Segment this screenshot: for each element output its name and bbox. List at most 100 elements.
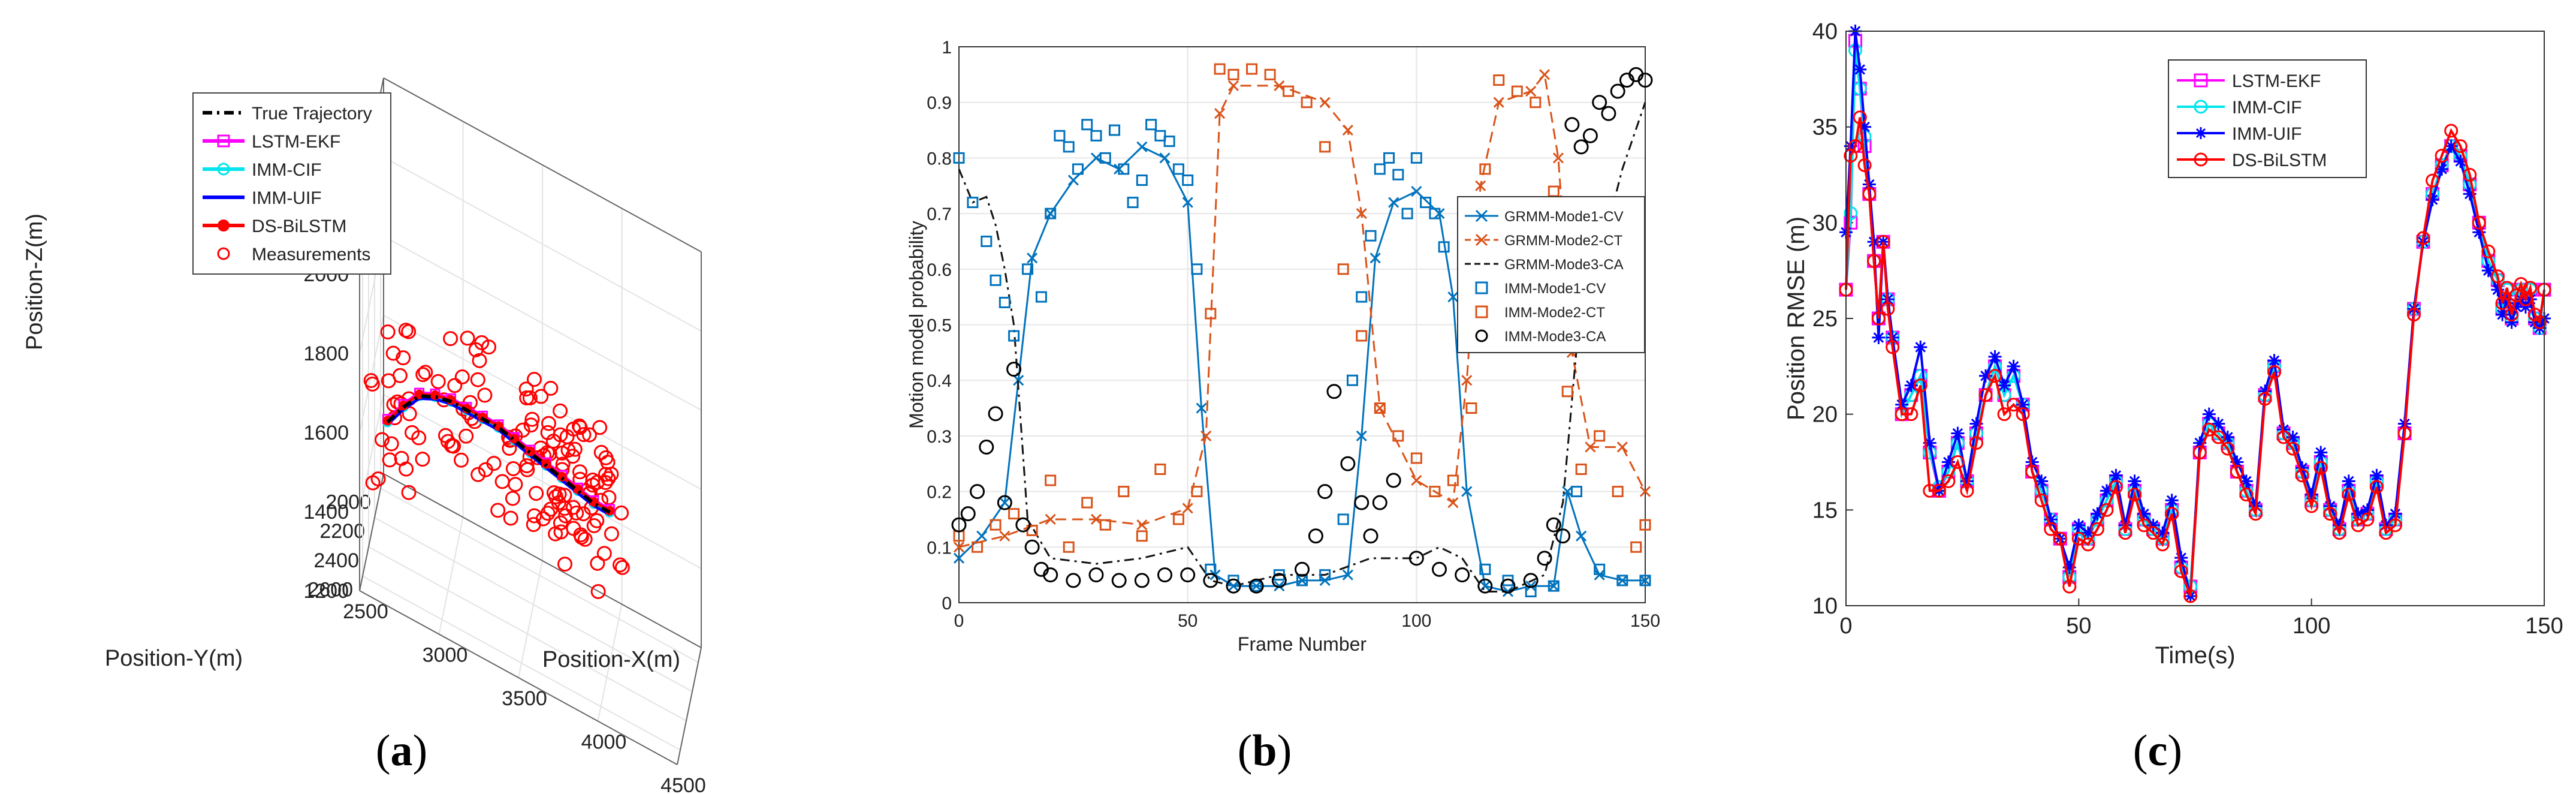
legend-item: IMM-CIF: [203, 160, 322, 180]
data-point: [1250, 580, 1262, 592]
data-point: [2495, 296, 2509, 310]
legend-b: GRMM-Mode1-CV GRMM-Mode2-CT GRMM-Mode3-CA I…: [1457, 196, 1645, 353]
data-point: [1493, 74, 1505, 86]
data-point: [2091, 507, 2104, 521]
data-point: [1090, 513, 1102, 525]
data-point: [1523, 573, 1539, 588]
data-point: [2109, 480, 2123, 494]
x-tick-label: 50: [2066, 613, 2091, 639]
y-tick-label: 1: [942, 38, 952, 58]
data-point: [1525, 86, 1537, 97]
data-point: [999, 530, 1011, 542]
data-point: [1408, 551, 1424, 566]
data-point: [1356, 430, 1367, 441]
legend-item: GRMM-Mode2-CT: [1465, 233, 1623, 249]
data-point: [2221, 441, 2235, 456]
data-point: [1319, 97, 1331, 108]
data-point: [1191, 263, 1203, 275]
measurement-point: [401, 485, 417, 500]
legend-marker: [217, 134, 230, 148]
legend-label: GRMM-Mode3-CA: [1504, 257, 1624, 273]
measurement-point: [551, 495, 566, 510]
measurement-point: [604, 526, 619, 542]
measurement-point: [477, 387, 493, 403]
data-point: [1582, 128, 1598, 143]
data-point: [1319, 569, 1331, 581]
measurement-point: [571, 418, 587, 434]
measurement-point: [382, 452, 397, 468]
measurement-point: [443, 331, 459, 347]
measurement-point: [396, 350, 411, 366]
data-point: [2202, 407, 2216, 421]
series-line: [1845, 117, 2545, 597]
legend-marker: [217, 163, 230, 176]
data-point: [1537, 551, 1552, 566]
data-point: [1539, 69, 1551, 80]
legend-item: IMM-Mode1-CV: [1475, 281, 1606, 297]
legend-marker: [1475, 305, 1488, 318]
data-point: [1461, 375, 1473, 386]
data-point: [1432, 561, 1447, 577]
series-imm-mode3-ca: [951, 67, 1653, 594]
data-point: [2505, 308, 2519, 322]
measurement-point: [518, 381, 534, 397]
data-point: [1172, 513, 1184, 525]
measurement-point: [527, 508, 542, 524]
data-point: [1342, 124, 1353, 136]
data-point: [1853, 62, 1867, 76]
series-grmm-mode3-ca: [958, 102, 1646, 593]
data-point: [988, 406, 1003, 422]
data-point: [1477, 578, 1493, 594]
measurement-point: [394, 450, 409, 466]
legend-box: [192, 92, 391, 275]
y-tick-label: 2400: [313, 549, 359, 572]
panel-a-3d-trajectory: 1200 1400 1600 1800 2000 2200 2500 3000 3500 4000…: [22, 77, 706, 794]
data-point: [2146, 518, 2160, 532]
measurement-point: [415, 452, 430, 467]
axis-box-edge: [383, 473, 702, 648]
grid-line-z: [359, 394, 384, 512]
measurement-point: [364, 376, 380, 392]
y-axis-label: Position-Y(m): [105, 646, 243, 671]
data-point: [1941, 455, 1955, 469]
measurement-point: [575, 506, 591, 522]
data-point: [1564, 117, 1580, 133]
data-point: [2416, 231, 2430, 245]
data-point: [1548, 581, 1560, 592]
y-tick-label: 35: [1812, 115, 1838, 140]
y-axis-label: Position RMSE (m): [1783, 216, 1809, 420]
measurement-point: [574, 530, 589, 545]
data-point: [2435, 162, 2449, 176]
grid-line-x: [438, 517, 464, 634]
measurement-point: [441, 434, 456, 449]
data-point: [1274, 581, 1285, 592]
measurement-point: [566, 521, 581, 536]
data-point: [1479, 163, 1491, 175]
x-tick-label: 100: [1401, 611, 1431, 631]
data-point: [1461, 486, 1473, 497]
x-tick-label: 0: [954, 611, 964, 631]
data-point: [1876, 234, 1890, 249]
y-tick-label: 0.2: [927, 483, 952, 503]
data-point: [1932, 483, 1946, 498]
x-axis-label: Frame Number: [1238, 633, 1367, 655]
data-point: [2118, 526, 2132, 540]
data-point: [1616, 441, 1628, 453]
data-point: [960, 506, 976, 522]
data-point: [2500, 281, 2514, 295]
data-point: [1326, 384, 1342, 399]
data-point: [1561, 386, 1573, 398]
measurement-point: [553, 403, 568, 419]
x-axis-label: Time(s): [2155, 642, 2235, 669]
data-point: [2221, 430, 2234, 444]
data-point: [2426, 193, 2439, 207]
measurement-point: [460, 330, 475, 346]
y-tick-label: 0.6: [927, 260, 952, 280]
data-point: [2360, 503, 2374, 517]
measurement-point: [411, 430, 427, 446]
data-point: [2435, 149, 2449, 163]
data-point: [2100, 484, 2113, 498]
data-point: [2128, 474, 2141, 488]
data-point: [1429, 486, 1441, 498]
grid-line-y: [362, 575, 681, 751]
